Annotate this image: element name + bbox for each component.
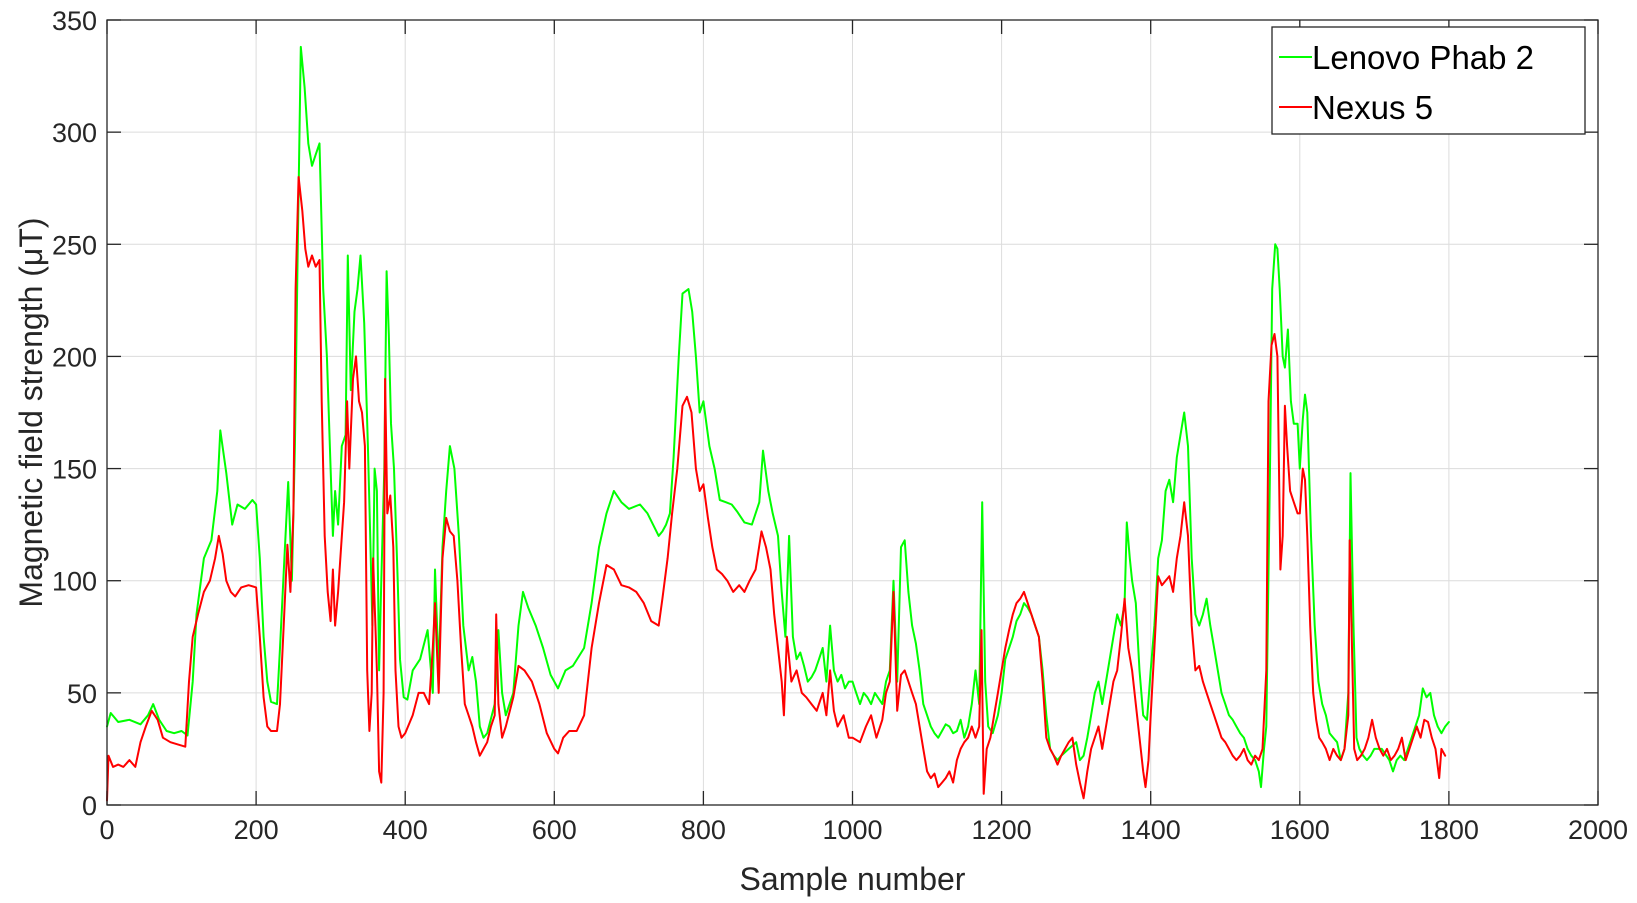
x-tick-label: 600 xyxy=(532,815,577,845)
x-tick-label: 2000 xyxy=(1568,815,1628,845)
x-tick-label: 200 xyxy=(234,815,279,845)
x-tick-label: 1800 xyxy=(1419,815,1479,845)
y-tick-label: 150 xyxy=(52,455,97,485)
y-tick-label: 0 xyxy=(82,791,97,821)
y-tick-labels: 0 50 100 150 200 250 300 350 xyxy=(52,6,97,821)
x-tick-label: 1000 xyxy=(822,815,882,845)
y-tick-label: 50 xyxy=(67,679,97,709)
legend-label-1: Lenovo Phab 2 xyxy=(1312,39,1534,76)
y-tick-label: 300 xyxy=(52,118,97,148)
series-line-1 xyxy=(106,45,1450,789)
legend: Lenovo Phab 2 Nexus 5 xyxy=(1271,26,1586,135)
x-tick-label: 1400 xyxy=(1121,815,1181,845)
y-tick-label: 250 xyxy=(52,230,97,260)
series-layer xyxy=(106,45,1450,802)
y-axis-label: Magnetic field strength (μT) xyxy=(13,217,49,607)
x-tick-label: 400 xyxy=(383,815,428,845)
x-axis-label: Sample number xyxy=(740,861,966,897)
x-tick-label: 0 xyxy=(99,815,114,845)
x-tick-label: 1600 xyxy=(1270,815,1330,845)
series-line-2 xyxy=(106,176,1447,802)
y-tick-label: 350 xyxy=(52,6,97,36)
y-tick-label: 200 xyxy=(52,342,97,372)
x-tick-labels: 0 200 400 600 800 1000 1200 1400 1600 1800 2000 xyxy=(99,815,1628,845)
x-tick-label: 800 xyxy=(681,815,726,845)
legend-label-2: Nexus 5 xyxy=(1312,89,1433,126)
x-tick-label: 1200 xyxy=(972,815,1032,845)
legend-box xyxy=(1271,26,1586,135)
y-tick-label: 100 xyxy=(52,567,97,597)
